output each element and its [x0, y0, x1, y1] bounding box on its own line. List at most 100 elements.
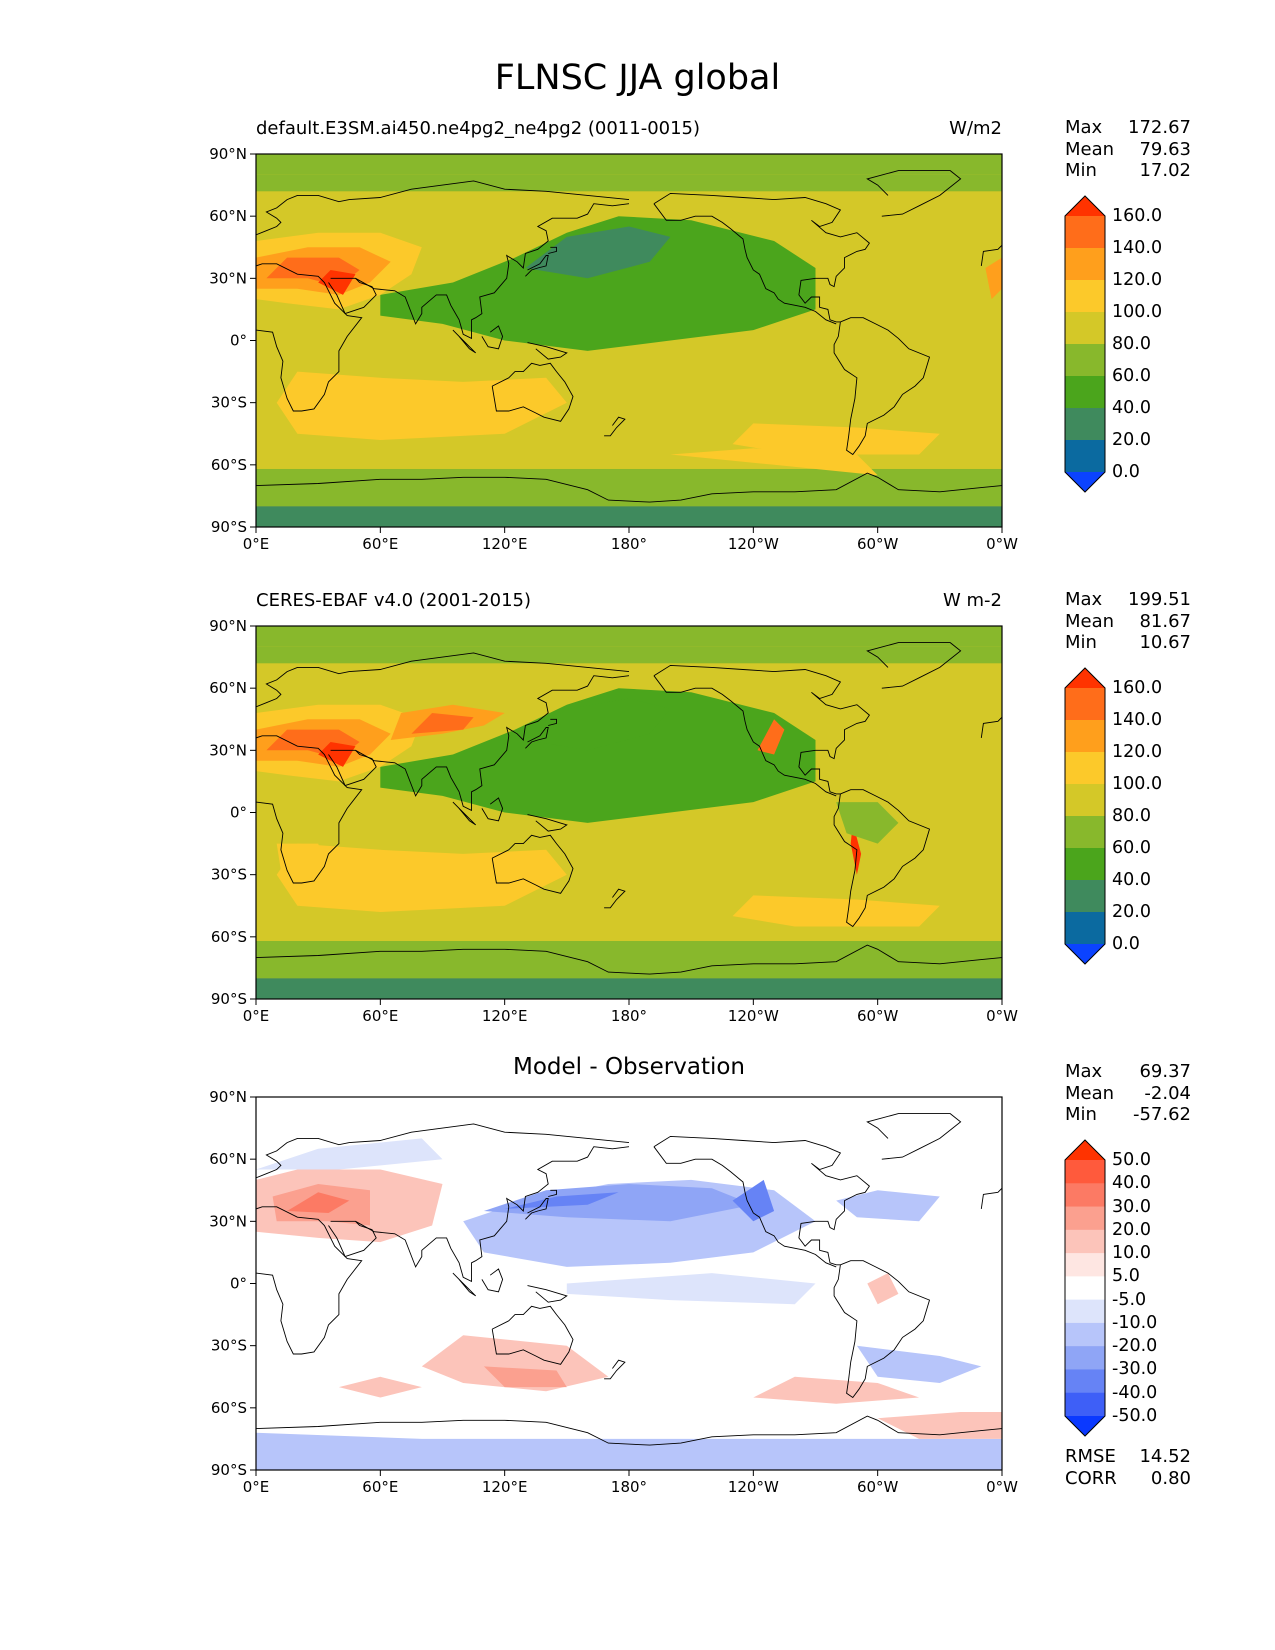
lat-tick-label: 90°S — [211, 1461, 247, 1479]
stat-min: 17.02 — [1139, 160, 1191, 181]
colorbar-tick-label: 30.0 — [1112, 1196, 1151, 1217]
stat-mean: 79.63 — [1139, 138, 1191, 160]
colorbar-tick-label: 120.0 — [1112, 742, 1163, 762]
colorbar-tick-label: 80.0 — [1112, 334, 1151, 354]
colorbar-tick-label: 40.0 — [1112, 870, 1151, 890]
panel-model-left-label: default.E3SM.ai450.ne4pg2_ne4pg2 (0011-0… — [256, 118, 701, 139]
colorbar-tick-label: 60.0 — [1112, 366, 1151, 386]
lon-tick-label: 180° — [611, 1478, 647, 1496]
colorbar-tick-label: 0.0 — [1112, 934, 1140, 954]
lat-tick-label: 60°N — [209, 679, 247, 697]
stat-mean: 81.67 — [1139, 610, 1191, 632]
colorbar-tick-label: 40.0 — [1112, 1173, 1151, 1194]
stat-min: 10.67 — [1139, 632, 1191, 653]
panel-model-units: W/m2 — [949, 118, 1002, 139]
stats-obs: Max 199.51 Mean 81.67 Min 10.67 — [1065, 589, 1191, 654]
colorbar-tick-label: -40.0 — [1112, 1382, 1158, 1403]
map-panel-0: 90°N 60°N 30°N 0° 30°S 60°S 90°S0°E 60°E 120°E 18… — [209, 145, 1018, 553]
lon-tick-label: 60°W — [857, 1007, 899, 1025]
lon-tick-label: 0°E — [243, 1007, 270, 1025]
lat-tick-label: 30°S — [211, 866, 247, 884]
stat-max: 172.67 — [1128, 117, 1191, 138]
lat-tick-label: 60°S — [211, 1399, 247, 1417]
lon-tick-label: 0°W — [986, 535, 1018, 553]
figure-title: FLNSC JJA global — [494, 58, 781, 98]
stat-max: 69.37 — [1139, 1061, 1191, 1082]
corr-label: CORR — [1065, 1467, 1117, 1489]
colorbar-tick-label: 0.0 — [1112, 462, 1140, 482]
stat-label-min: Min — [1065, 632, 1097, 653]
colorbar-tick-label: 20.0 — [1112, 1219, 1151, 1240]
lon-tick-label: 120°E — [482, 535, 528, 553]
panel-diff-title: Model - Observation — [512, 1054, 746, 1080]
colorbar-tick-label: -30.0 — [1112, 1359, 1158, 1380]
colorbar-tick-label: -50.0 — [1112, 1406, 1158, 1426]
lon-tick-label: 60°E — [362, 1478, 398, 1496]
colorbar-tick-label: 140.0 — [1112, 710, 1163, 730]
stat-label-max: Max — [1065, 589, 1103, 610]
lon-tick-label: 60°E — [362, 1007, 398, 1025]
lon-tick-label: 120°W — [728, 1478, 779, 1496]
lon-tick-label: 120°E — [482, 1478, 528, 1496]
colorbar-tick-label: 100.0 — [1112, 774, 1163, 794]
colorbar-tick-label: 140.0 — [1112, 238, 1163, 258]
panel-obs-units: W m-2 — [942, 590, 1002, 611]
lon-tick-label: 0°W — [986, 1007, 1018, 1025]
colorbar-tick-label: 120.0 — [1112, 270, 1163, 290]
panel-model: default.E3SM.ai450.ne4pg2_ne4pg2 (0011-0… — [0, 118, 1275, 588]
lon-tick-label: 0°E — [243, 1478, 270, 1496]
stat-label-mean: Mean — [1065, 1082, 1115, 1104]
colorbar-tick-label: -10.0 — [1112, 1312, 1158, 1333]
panel-obs-left-label: CERES-EBAF v4.0 (2001-2015) — [256, 590, 532, 611]
rmse-value: 14.52 — [1139, 1446, 1191, 1467]
colorbar-1 — [1064, 667, 1106, 965]
map-field — [256, 1097, 1002, 1470]
colorbar-tick-label: 80.0 — [1112, 806, 1151, 826]
colorbar-tick-label: 20.0 — [1112, 430, 1151, 450]
colorbar-tick-label: 40.0 — [1112, 398, 1151, 418]
map-field — [256, 154, 1002, 527]
colorbar-tick-label: 100.0 — [1112, 302, 1163, 322]
lat-tick-label: 0° — [230, 804, 247, 822]
colorbar-tick-label: -20.0 — [1112, 1336, 1158, 1357]
colorbar-tick-label: 10.0 — [1112, 1243, 1151, 1264]
stats-model: Max 172.67 Mean 79.63 Min 17.02 — [1065, 117, 1191, 182]
lon-tick-label: 180° — [611, 1007, 647, 1025]
lat-tick-label: 30°S — [211, 394, 247, 412]
lat-tick-label: 60°N — [209, 207, 247, 225]
stat-label-mean: Mean — [1065, 610, 1115, 632]
lon-tick-label: 60°E — [362, 535, 398, 553]
colorbar-0 — [1064, 195, 1106, 493]
panel-diff: Model - Observation — [0, 1054, 1275, 1532]
lat-tick-label: 60°N — [209, 1150, 247, 1168]
colorbar-tick-label: 5.0 — [1112, 1266, 1140, 1287]
stat-label-min: Min — [1065, 160, 1097, 181]
lon-tick-label: 60°W — [857, 535, 899, 553]
lon-tick-label: 120°W — [728, 1007, 779, 1025]
lat-tick-label: 90°N — [209, 1088, 247, 1106]
lat-tick-label: 30°N — [209, 269, 247, 287]
lat-tick-label: 60°S — [211, 456, 247, 474]
lat-tick-label: 30°N — [209, 1212, 247, 1230]
lat-tick-label: 60°S — [211, 928, 247, 946]
diff-metrics: RMSE 14.52 CORR 0.80 — [1065, 1446, 1191, 1489]
stat-label-max: Max — [1065, 117, 1103, 138]
lon-tick-label: 60°W — [857, 1478, 899, 1496]
stats-diff: Max 69.37 Mean -2.04 Min -57.62 — [1065, 1061, 1191, 1126]
lat-tick-label: 30°S — [211, 1337, 247, 1355]
map-panel-1: 90°N 60°N 30°N 0° 30°S 60°S 90°S0°E 60°E 120°E 18… — [209, 617, 1018, 1025]
stat-min: -57.62 — [1132, 1104, 1191, 1125]
map-field — [256, 626, 1002, 999]
lon-tick-label: 120°W — [728, 535, 779, 553]
corr-value: 0.80 — [1150, 1467, 1191, 1489]
lat-tick-label: 0° — [230, 1275, 247, 1293]
colorbar-tick-label: 160.0 — [1112, 678, 1163, 698]
lat-tick-label: 90°S — [211, 518, 247, 536]
stat-max: 199.51 — [1128, 589, 1191, 610]
stat-label-mean: Mean — [1065, 138, 1115, 160]
rmse-label: RMSE — [1065, 1446, 1116, 1467]
lon-tick-label: 180° — [611, 535, 647, 553]
colorbar-tick-label: 50.0 — [1112, 1150, 1151, 1170]
stat-label-min: Min — [1065, 1104, 1097, 1125]
